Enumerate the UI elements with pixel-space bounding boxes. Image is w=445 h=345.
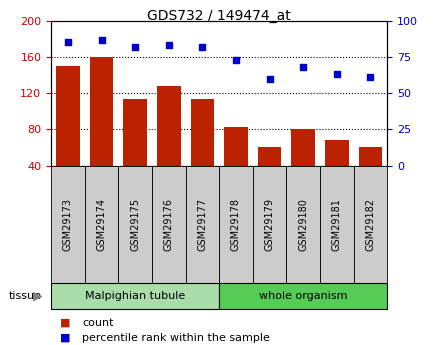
Bar [291,129,315,166]
Bar [157,86,181,166]
Point [165,42,172,48]
Text: GSM29181: GSM29181 [332,198,342,251]
Text: ■: ■ [60,318,71,327]
Text: GSM29174: GSM29174 [97,198,106,251]
Text: GSM29178: GSM29178 [231,198,241,251]
Bar [190,99,214,166]
Point [266,76,273,81]
Text: GSM29173: GSM29173 [63,198,73,251]
Text: GSM29180: GSM29180 [298,198,308,251]
Bar [224,127,248,166]
Point [299,64,307,70]
Text: percentile rank within the sample: percentile rank within the sample [82,333,270,343]
Text: ■: ■ [60,333,71,343]
Bar [359,148,382,166]
Bar [123,99,147,166]
Text: Malpighian tubule: Malpighian tubule [85,291,185,301]
Bar [258,148,281,166]
Point [333,71,340,77]
Text: GSM29177: GSM29177 [198,198,207,251]
Text: GDS732 / 149474_at: GDS732 / 149474_at [147,9,291,23]
Bar [90,57,113,166]
Text: count: count [82,318,114,327]
Text: GSM29175: GSM29175 [130,198,140,251]
Point [367,75,374,80]
Point [132,44,139,50]
Text: GSM29179: GSM29179 [265,198,275,251]
Text: tissue: tissue [9,291,42,301]
Text: whole organism: whole organism [259,291,348,301]
Text: GSM29176: GSM29176 [164,198,174,251]
Point [98,37,105,42]
Point [199,44,206,50]
Bar [56,66,80,166]
Text: ▶: ▶ [33,289,43,302]
Text: GSM29182: GSM29182 [365,198,375,251]
Bar [325,140,348,166]
Point [65,40,72,45]
Point [232,57,239,62]
